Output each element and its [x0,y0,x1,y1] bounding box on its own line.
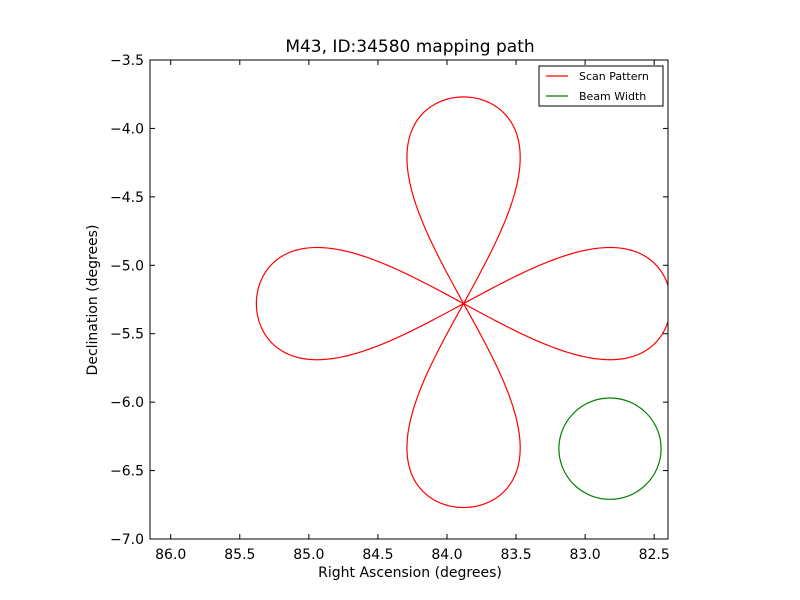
y-tick-label: −7.0 [110,532,144,548]
y-tick-label: −5.5 [110,327,144,343]
x-tick-label: 84.0 [431,547,462,563]
series-layer [255,96,668,509]
beam-width-circle [558,397,662,500]
plot-frame [149,59,669,540]
scan-petal-north [406,96,521,304]
x-tick-label: 85.0 [293,547,324,563]
y-tick-label: −6.5 [110,464,144,480]
x-tick-label: 82.5 [639,547,670,563]
x-tick-label: 85.5 [224,547,255,563]
y-tick-label: −3.5 [110,53,144,69]
x-axis-ticks: 86.0 85.5 85.0 84.5 84.0 83.5 83.0 82.5 [155,60,670,563]
scan-petal-south [406,303,521,509]
scan-petal-east [463,246,668,361]
y-axis-label: Declination (degrees) [85,225,101,376]
y-axis-ticks: −3.5 −4.0 −4.5 −5.0 −5.5 −6.0 −6.5 −7.0 [110,53,668,548]
x-tick-label: 83.0 [570,547,601,563]
x-tick-label: 84.5 [362,547,393,563]
y-tick-label: −4.5 [110,190,144,206]
legend-label-scan-pattern: Scan Pattern [579,70,649,83]
scan-petal-west [255,246,464,361]
plot-area: 86.0 85.5 85.0 84.5 84.0 83.5 83.0 82.5 −3.5 −4.… [110,53,670,563]
x-axis-label: Right Ascension (degrees) [318,565,502,581]
y-tick-label: −4.0 [110,121,144,137]
legend-box [538,65,664,107]
legend: Scan Pattern Beam Width [538,65,664,107]
legend-label-beam-width: Beam Width [579,90,646,103]
y-tick-label: −5.0 [110,258,144,274]
y-tick-label: −6.0 [110,395,144,411]
chart-title: M43, ID:34580 mapping path [285,37,534,57]
x-tick-label: 86.0 [155,547,186,563]
x-tick-label: 83.5 [500,547,531,563]
